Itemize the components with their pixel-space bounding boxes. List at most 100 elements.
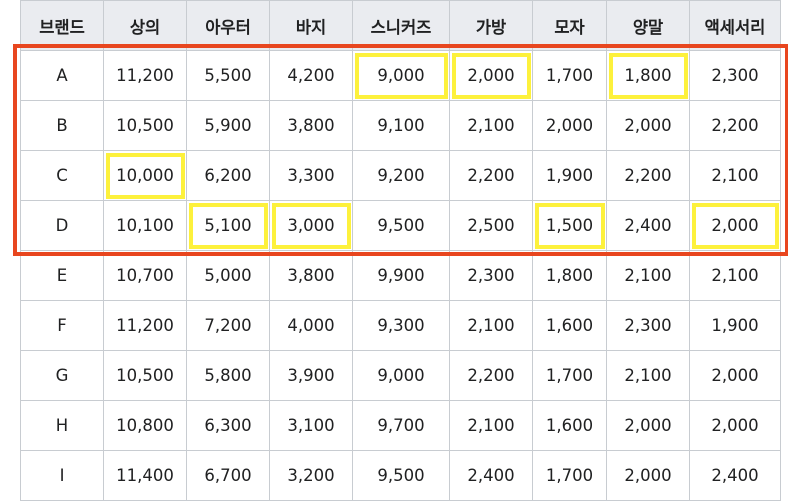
table-cell: 1,800 — [606, 50, 690, 101]
table-cell: 1,600 — [532, 400, 607, 451]
table-cell: 1,600 — [532, 300, 607, 351]
table-cell: 1,500 — [532, 200, 607, 251]
table-cell: 1,900 — [689, 300, 781, 351]
table-cell: 5,800 — [186, 350, 270, 401]
table-cell: 2,100 — [606, 350, 690, 401]
table-cell: 3,800 — [269, 100, 353, 151]
table-row: I 11,400 6,700 3,200 9,500 2,400 1,700 2… — [20, 450, 781, 501]
table-cell: 6,200 — [186, 150, 270, 201]
table-cell: D — [20, 200, 104, 251]
table-cell: I — [20, 450, 104, 501]
table-cell: 2,000 — [532, 100, 607, 151]
table-cell: 1,800 — [532, 250, 607, 301]
table-cell: 2,400 — [449, 450, 533, 501]
table-cell: 5,000 — [186, 250, 270, 301]
table-cell: 9,500 — [352, 450, 450, 501]
table-row: A 11,200 5,500 4,200 9,000 2,000 1,700 1… — [20, 50, 781, 101]
header-cell-sneakers: 스니커즈 — [352, 0, 450, 51]
table-cell: 3,200 — [269, 450, 353, 501]
header-row: 브랜드 상의 아우터 바지 스니커즈 가방 모자 양말 액세서리 — [20, 0, 781, 51]
table-cell: 10,500 — [103, 100, 187, 151]
table-cell: G — [20, 350, 104, 401]
table-cell: 2,400 — [606, 200, 690, 251]
table-cell: 7,200 — [186, 300, 270, 351]
table-cell: 2,100 — [689, 250, 781, 301]
table-row: H 10,800 6,300 3,100 9,700 2,100 1,600 2… — [20, 400, 781, 451]
table-cell: 2,200 — [606, 150, 690, 201]
table-cell: 9,000 — [352, 350, 450, 401]
table-cell: 10,500 — [103, 350, 187, 401]
table-row: D 10,100 5,100 3,000 9,500 2,500 1,500 2… — [20, 200, 781, 251]
table-row: E 10,700 5,000 3,800 9,900 2,300 1,800 2… — [20, 250, 781, 301]
table-cell: 2,000 — [689, 350, 781, 401]
table-cell: 11,400 — [103, 450, 187, 501]
price-table: 브랜드 상의 아우터 바지 스니커즈 가방 모자 양말 액세서리 A 11,20… — [20, 0, 781, 501]
table-cell: 9,900 — [352, 250, 450, 301]
table-cell: B — [20, 100, 104, 151]
table-cell: 9,500 — [352, 200, 450, 251]
table-cell: 10,800 — [103, 400, 187, 451]
price-table-container: 브랜드 상의 아우터 바지 스니커즈 가방 모자 양말 액세서리 A 11,20… — [20, 0, 781, 501]
table-cell: E — [20, 250, 104, 301]
header-cell-socks: 양말 — [606, 0, 690, 51]
table-cell: 1,700 — [532, 450, 607, 501]
table-cell: 2,300 — [449, 250, 533, 301]
table-cell: 3,100 — [269, 400, 353, 451]
table-cell: 2,100 — [606, 250, 690, 301]
table-cell: 9,200 — [352, 150, 450, 201]
table-cell: 3,300 — [269, 150, 353, 201]
table-cell: 5,500 — [186, 50, 270, 101]
header-cell-outer: 아우터 — [186, 0, 270, 51]
table-cell: 11,200 — [103, 50, 187, 101]
table-cell: 2,000 — [689, 400, 781, 451]
table-cell: 10,100 — [103, 200, 187, 251]
table-cell: 6,300 — [186, 400, 270, 451]
table-cell: 9,100 — [352, 100, 450, 151]
table-cell: 5,900 — [186, 100, 270, 151]
table-cell: 3,800 — [269, 250, 353, 301]
table-row: B 10,500 5,900 3,800 9,100 2,100 2,000 2… — [20, 100, 781, 151]
table-cell: C — [20, 150, 104, 201]
table-cell: A — [20, 50, 104, 101]
header-cell-accessory: 액세서리 — [689, 0, 781, 51]
table-cell: 2,000 — [606, 450, 690, 501]
table-cell: H — [20, 400, 104, 451]
table-cell: 2,200 — [689, 100, 781, 151]
header-cell-brand: 브랜드 — [20, 0, 104, 51]
table-cell: 2,500 — [449, 200, 533, 251]
table-cell: 4,200 — [269, 50, 353, 101]
table-cell: 6,700 — [186, 450, 270, 501]
table-cell: 1,900 — [532, 150, 607, 201]
table-row: C 10,000 6,200 3,300 9,200 2,200 1,900 2… — [20, 150, 781, 201]
table-cell: 3,000 — [269, 200, 353, 251]
table-cell: 1,700 — [532, 50, 607, 101]
table-cell: 2,000 — [449, 50, 533, 101]
table-cell: 10,700 — [103, 250, 187, 301]
table-cell: 5,100 — [186, 200, 270, 251]
table-cell: 2,200 — [449, 350, 533, 401]
table-cell: 10,000 — [103, 150, 187, 201]
table-cell: 2,100 — [449, 400, 533, 451]
header-cell-top: 상의 — [103, 0, 187, 51]
table-cell: 1,700 — [532, 350, 607, 401]
table-cell: 11,200 — [103, 300, 187, 351]
table-cell: 9,700 — [352, 400, 450, 451]
header-cell-bag: 가방 — [449, 0, 533, 51]
table-cell: 2,300 — [606, 300, 690, 351]
table-cell: 2,100 — [449, 100, 533, 151]
table-cell: 2,300 — [689, 50, 781, 101]
table-row: F 11,200 7,200 4,000 9,300 2,100 1,600 2… — [20, 300, 781, 351]
table-cell: 2,000 — [606, 400, 690, 451]
table-cell: 2,400 — [689, 450, 781, 501]
table-cell: 9,300 — [352, 300, 450, 351]
table-cell: 2,200 — [449, 150, 533, 201]
table-cell: 2,100 — [689, 150, 781, 201]
table-cell: 9,000 — [352, 50, 450, 101]
table-cell: F — [20, 300, 104, 351]
header-cell-hat: 모자 — [532, 0, 607, 51]
table-cell: 3,900 — [269, 350, 353, 401]
table-row: G 10,500 5,800 3,900 9,000 2,200 1,700 2… — [20, 350, 781, 401]
table-cell: 2,000 — [606, 100, 690, 151]
table-cell: 2,100 — [449, 300, 533, 351]
table-cell: 4,000 — [269, 300, 353, 351]
